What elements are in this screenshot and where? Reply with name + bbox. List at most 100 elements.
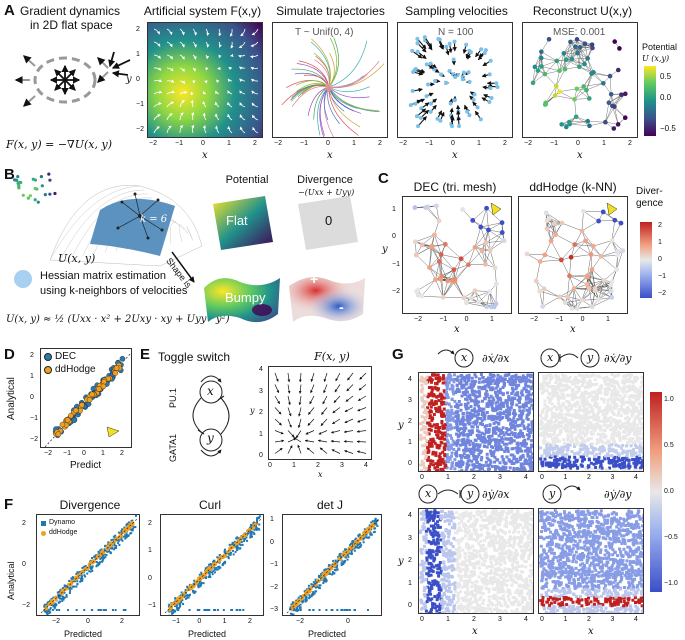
- heat-cell: [434, 426, 438, 430]
- shape-arrow: [171, 251, 195, 283]
- mesh-edge: [436, 205, 440, 221]
- heat-cell: [523, 444, 527, 448]
- heat-cell: [643, 411, 644, 414]
- heat-cell: [465, 447, 469, 451]
- dynamo-point: [231, 542, 234, 545]
- f1-ytick: −2: [22, 602, 30, 609]
- dynamo-point: [117, 542, 120, 545]
- dynamo-point: [332, 572, 335, 575]
- trajectory-subtitle: T ~ Unif(0, 4): [295, 27, 354, 38]
- ddhodge-point: [111, 541, 115, 545]
- mesh-node: [440, 294, 446, 300]
- heat-cell: [484, 460, 488, 464]
- ddhodge-point: [228, 548, 232, 552]
- heat-cell: [469, 405, 473, 409]
- dynamo-point: [347, 555, 350, 558]
- mesh-edge: [421, 295, 444, 298]
- streamline: [227, 90, 233, 95]
- heat-cell: [491, 373, 495, 377]
- sample-point: [444, 80, 449, 85]
- heat-cell: [494, 431, 498, 435]
- dynamo-point: [113, 548, 116, 551]
- c-ytick: 0: [392, 233, 396, 241]
- heat-cell: [527, 470, 531, 471]
- heat-cell: [568, 385, 572, 389]
- dynamo-point: [45, 611, 48, 614]
- sample-point: [447, 41, 452, 46]
- mesh-edge: [569, 257, 572, 276]
- divergence-title: Divergence: [297, 174, 353, 186]
- mesh-node: [537, 259, 543, 264]
- heat-cell: [618, 434, 622, 438]
- heat-cell: [428, 414, 432, 418]
- heat-cell: [459, 456, 463, 460]
- sample-point: [460, 77, 465, 82]
- heat-cell: [423, 449, 427, 453]
- heat-cell: [490, 454, 494, 458]
- mesh-edge: [427, 206, 440, 221]
- heat-cell: [497, 429, 501, 433]
- heat-cell: [555, 438, 559, 442]
- dec-mesh-plot: [402, 196, 512, 314]
- heat-cell: [595, 425, 599, 429]
- heat-cell: [485, 393, 489, 397]
- heat-cell: [562, 438, 566, 442]
- mesh-node: [608, 288, 614, 294]
- graph-node: [562, 66, 568, 72]
- heat-cell: [477, 465, 481, 469]
- mesh-edge: [550, 222, 563, 242]
- heat-cell: [595, 414, 599, 418]
- heat-cell: [545, 461, 549, 465]
- field-arrow: [320, 418, 328, 426]
- heat-cell: [443, 444, 447, 448]
- heat-cell: [506, 432, 510, 436]
- heat-cell: [529, 465, 533, 469]
- cbar-tick: −0.5: [660, 124, 676, 133]
- heat-cell: [466, 441, 470, 445]
- a-xtick: 1: [602, 140, 606, 147]
- dynamo-point: [257, 527, 260, 530]
- dynamo-point: [307, 587, 310, 590]
- mesh-edge: [583, 211, 599, 222]
- heat-cell: [520, 410, 524, 414]
- mesh-edge: [595, 288, 612, 292]
- heat-cell: [606, 409, 610, 413]
- heat-cell: [428, 444, 432, 448]
- heat-cell: [633, 441, 637, 445]
- graph-edge: [605, 102, 610, 123]
- dynamo-point: [115, 547, 118, 550]
- hessian-text-1: Hessian matrix estimation: [40, 270, 166, 282]
- heat-cell: [562, 396, 566, 400]
- heat-cell: [598, 465, 602, 469]
- heat-cell: [510, 461, 514, 465]
- c-cbar-tick: 0: [658, 256, 662, 263]
- dynamo-point: [177, 609, 180, 611]
- heat-cell: [444, 454, 448, 458]
- dynamo-point: [357, 535, 360, 538]
- heat-cell: [429, 462, 433, 466]
- heat-cell: [488, 463, 492, 467]
- dynamo-point: [213, 566, 216, 569]
- dynamo-point: [256, 518, 259, 521]
- streamline: [179, 112, 184, 121]
- identity-line: [286, 518, 380, 614]
- heat-cell: [529, 373, 533, 377]
- graph-node: [539, 64, 544, 69]
- heat-cell: [498, 396, 502, 400]
- graph-edge: [577, 53, 580, 67]
- heat-cell: [631, 385, 635, 389]
- dynamo-point: [187, 596, 190, 599]
- ddhodge-point: [174, 601, 178, 605]
- heat-cell: [504, 466, 508, 470]
- dynamo-point: [315, 581, 318, 584]
- heat-cell: [629, 449, 633, 453]
- dynamo-point: [95, 561, 98, 564]
- mesh-edge: [466, 302, 487, 308]
- heat-cell: [424, 431, 428, 435]
- sample-point: [437, 37, 442, 42]
- heat-cell: [427, 416, 431, 420]
- dynamo-point: [120, 537, 123, 540]
- dynamo-point: [99, 609, 102, 611]
- heat-cell: [479, 463, 483, 467]
- dynamo-point: [125, 536, 128, 539]
